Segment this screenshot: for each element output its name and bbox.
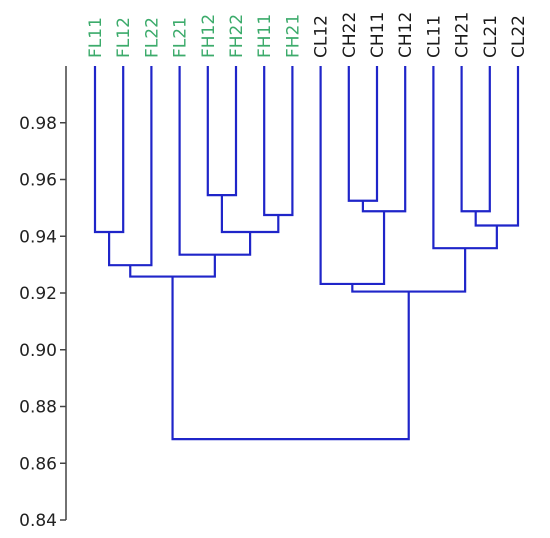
leaf-label: CH21	[453, 12, 473, 58]
y-tick-label: 0.90	[19, 341, 57, 361]
y-tick-label: 0.86	[19, 454, 57, 474]
y-tick-label: 0.96	[19, 171, 57, 191]
leaf-label: FL11	[86, 17, 106, 58]
dendrogram-link	[220, 195, 280, 234]
leaf-label: FL12	[114, 17, 134, 58]
dendrogram-link	[347, 66, 379, 202]
leaf-label: CH22	[340, 12, 360, 58]
dendrogram-link	[206, 66, 238, 197]
dendrogram-link	[432, 66, 498, 250]
dendrogram-link	[474, 66, 520, 227]
leaf-labels: FL11 FL12 FL22 FL21 FH12 FH22 FH11 FH21 CL12 CH22…	[86, 12, 529, 58]
leaf-label: CL22	[509, 15, 529, 58]
dendrogram-link	[93, 66, 125, 234]
dendrogram-link	[351, 248, 467, 293]
leaf-label: CL12	[312, 15, 332, 58]
leaf-label: CL11	[424, 15, 444, 58]
dendrogram-link	[178, 66, 252, 256]
dendrogram-link	[263, 66, 294, 217]
leaf-label: CH12	[396, 12, 416, 58]
dendrogram-link	[319, 66, 386, 286]
dendrogram-tree	[93, 66, 520, 441]
dendrogram-link	[108, 66, 153, 267]
dendrogram-link	[361, 66, 407, 213]
leaf-label: FL21	[171, 17, 191, 58]
y-tick-label: 0.98	[19, 114, 57, 134]
leaf-label: FH21	[283, 14, 303, 58]
leaf-label: FH12	[199, 14, 219, 58]
y-tick-label: 0.92	[19, 284, 57, 304]
leaf-label: CH11	[368, 12, 388, 58]
leaf-label: FH22	[227, 14, 247, 58]
leaf-label: FL22	[142, 17, 162, 58]
y-axis: 0.84 0.86 0.88 0.90 0.92 0.94 0.96 0.98	[19, 66, 67, 531]
dendrogram-link	[171, 276, 410, 441]
y-tick-label: 0.84	[19, 511, 57, 531]
y-tick-label: 0.88	[19, 398, 57, 418]
y-tick-label: 0.94	[19, 227, 57, 247]
leaf-label: CL21	[481, 15, 501, 58]
dendrogram-link	[460, 66, 491, 213]
leaf-label: FH11	[255, 14, 275, 58]
